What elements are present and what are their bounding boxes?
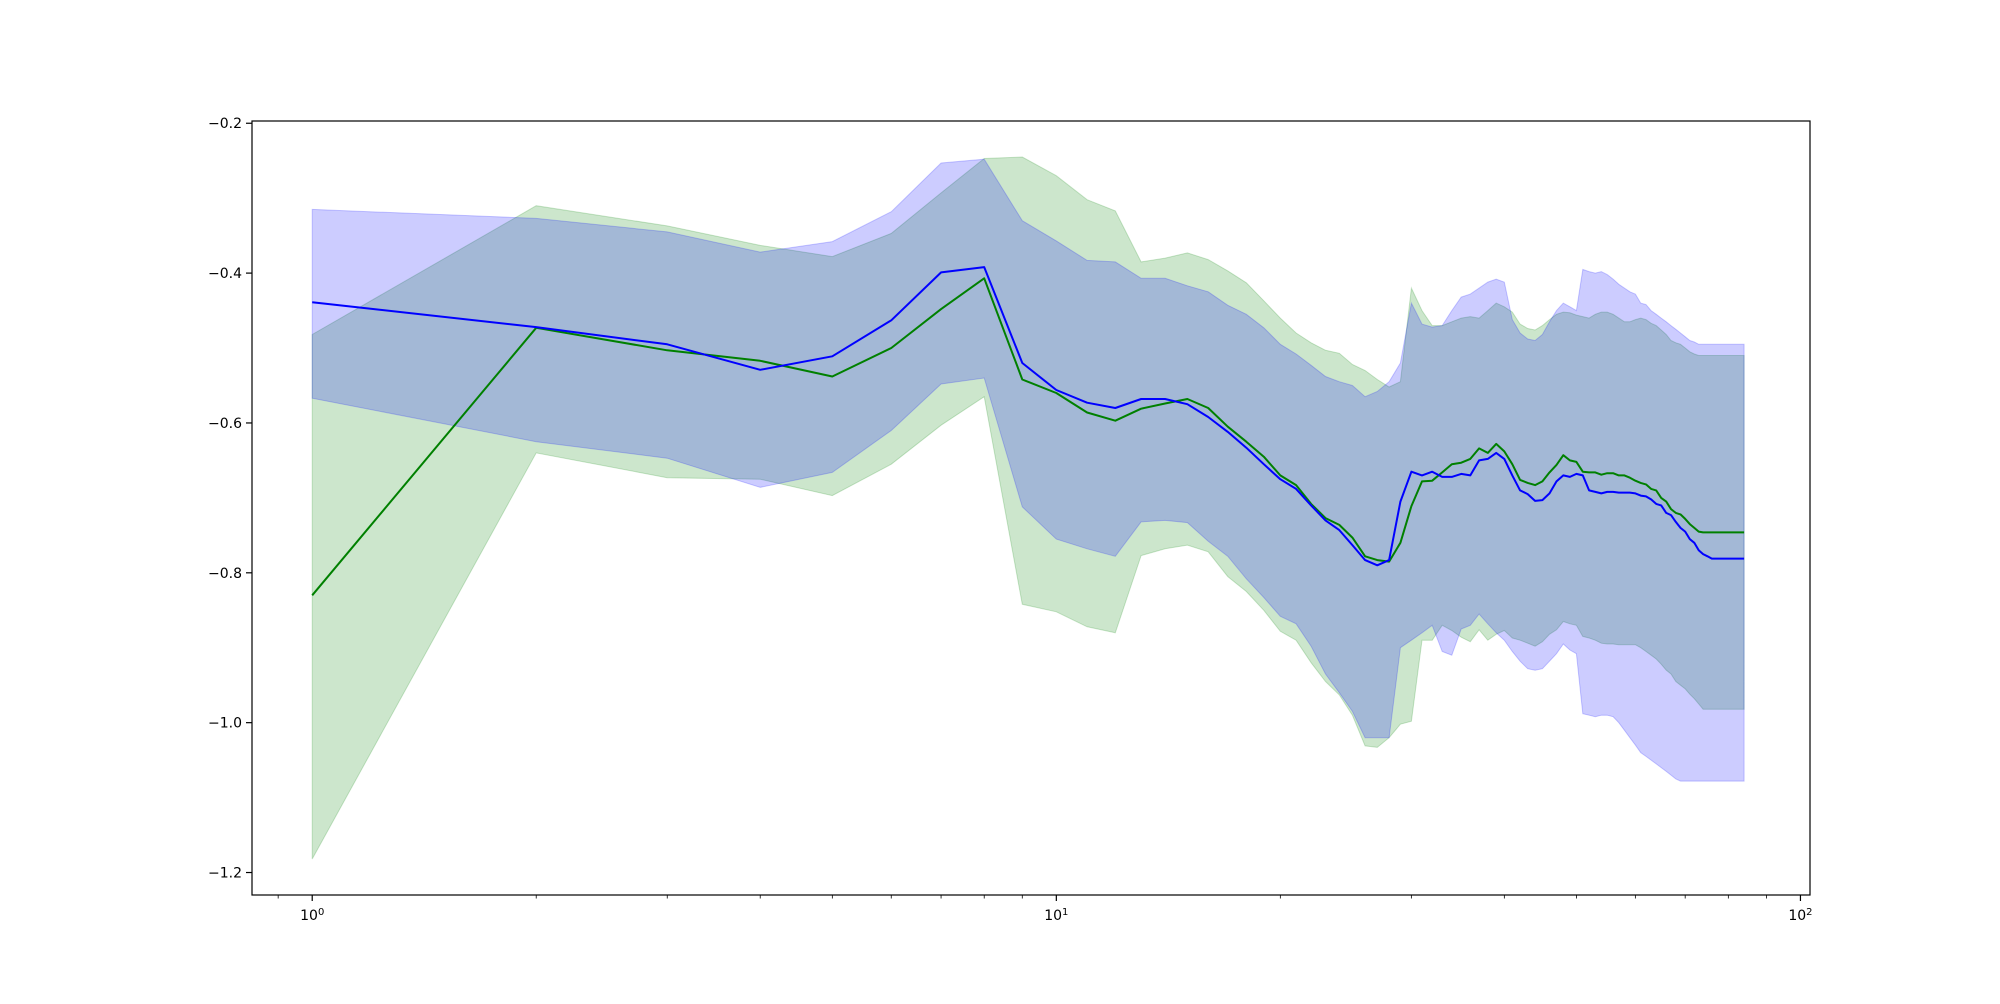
series-2-band [311, 158, 1745, 782]
series-lines [311, 266, 1745, 596]
series-1-line [311, 277, 1745, 596]
x-tick-label: 101 [1044, 907, 1068, 925]
y-tick-label: −1.0 [208, 716, 242, 732]
confidence-bands [311, 156, 1745, 860]
y-tick-label: −0.6 [208, 416, 242, 432]
y-tick-label: −0.8 [208, 566, 242, 582]
x-axis-ticks: 100 101 102 [277, 895, 1813, 925]
series-2-line [312, 266, 1745, 567]
series-1-band [311, 156, 1745, 860]
plot-area-frame [251, 120, 1811, 896]
x-tick-label: 102 [1788, 907, 1812, 925]
y-tick-label: −0.4 [208, 266, 242, 282]
y-tick-label: −0.2 [208, 116, 242, 132]
y-tick-label: −1.2 [208, 866, 242, 882]
y-axis-ticks: −0.2 −0.4 −0.6 −0.8 −1.0 −1.2 [208, 116, 252, 882]
x-tick-label: 100 [300, 907, 324, 925]
